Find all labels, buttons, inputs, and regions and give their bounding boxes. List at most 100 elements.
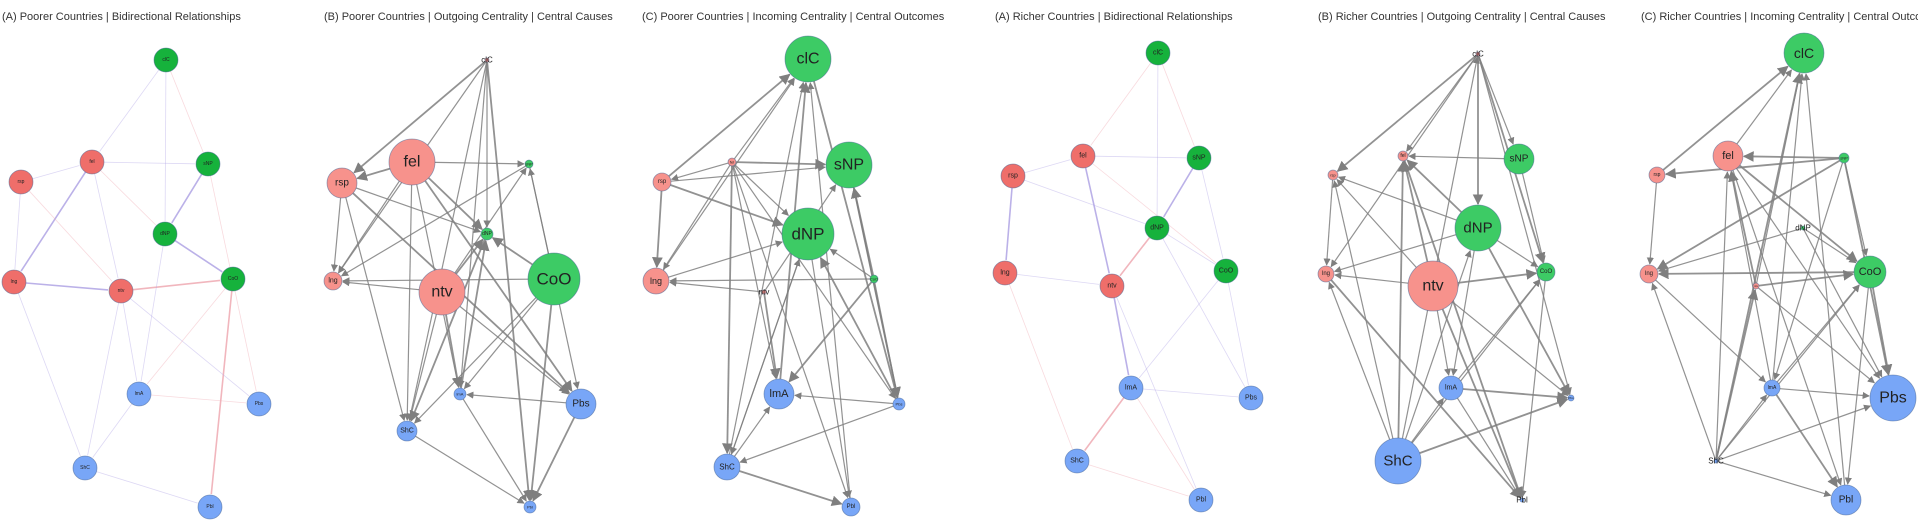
node-label-Pbs: Pbs: [896, 402, 903, 407]
edge-fel-dNP: [734, 164, 789, 216]
edge-ntv-lmA: [122, 302, 138, 382]
node-label-Pbs: Pbs: [1568, 396, 1574, 400]
node-CoO: [1853, 255, 1887, 289]
node-label-lng: lng: [1645, 271, 1653, 277]
node-lmA: [1763, 379, 1781, 397]
nodes: clC fel sNP rsp dNP lng ntv CoO lmA Pbs ShC Pbl: [1, 47, 272, 520]
node-lng: [1639, 264, 1659, 284]
node-Pbs: [1238, 385, 1264, 411]
node-label-rsp: rsp: [1654, 172, 1661, 178]
edge-ntv-CoO: [1457, 269, 1538, 284]
node-fel: [1712, 140, 1744, 172]
node-Pbs: [892, 397, 906, 411]
edge-ntv-Pbl: [1116, 296, 1197, 489]
node-fel: [388, 138, 436, 186]
edges: [14, 69, 257, 504]
edge-rsp-lng: [652, 190, 663, 269]
node-label-CoO: CoO: [1219, 268, 1234, 275]
node-Pbl: [197, 494, 223, 520]
edge-rsp-lng: [1646, 182, 1657, 265]
node-rsp: [326, 167, 358, 199]
edge-Pbs-lmA: [794, 392, 894, 405]
edge-ntv-lmA: [763, 293, 781, 380]
node-dNP: [1454, 204, 1502, 252]
edge-lmA-ShC: [92, 403, 133, 458]
node-fel: [727, 157, 737, 167]
node-lng: [1, 269, 27, 295]
node-label-sNP: sNP: [525, 162, 533, 167]
node-label-fel: fel: [1722, 150, 1734, 162]
node-sNP: [1838, 152, 1850, 164]
panel-5: (B) Richer Countries | Outgoing Centrali…: [1317, 11, 1606, 505]
node-clC: [484, 57, 490, 63]
edge-ntv-lmA: [1436, 310, 1452, 376]
node-label-rsp: rsp: [18, 179, 25, 185]
edge-CoO-lng: [1657, 268, 1855, 280]
node-clC: [1145, 40, 1171, 66]
node-label-ShC: ShC: [1708, 457, 1724, 466]
node-label-dNP: dNP: [482, 231, 492, 237]
node-label-lmA: lmA: [770, 388, 790, 400]
node-Pbl: [1830, 484, 1862, 516]
edge-lng-ntv: [25, 282, 109, 291]
edge-ntv-Pbs: [130, 298, 250, 397]
edges: [652, 73, 901, 507]
edge-ShC-Pbl: [1717, 461, 1832, 497]
edge-rsp-lng: [330, 197, 342, 272]
node-dNP: [152, 221, 178, 247]
edge-fel-clC: [1736, 69, 1792, 145]
edge-ntv-sNP: [454, 167, 527, 274]
node-lmA: [453, 387, 467, 401]
edge-dNP-Pbs: [1488, 247, 1570, 396]
edge-lmA-ShC: [1084, 397, 1125, 451]
edge-sNP-rsp: [1664, 157, 1840, 179]
edge-ShC-rsp: [1332, 180, 1394, 439]
node-label-clC: clC: [1794, 45, 1814, 61]
node-clC: [1783, 32, 1825, 74]
edge-rsp-dNP: [356, 187, 482, 233]
node-label-fel: fel: [89, 159, 94, 165]
edge-ntv-ShC: [87, 302, 119, 456]
edge-rsp-sNP: [670, 164, 826, 182]
edge-lng-ntv: [1016, 274, 1100, 285]
node-lng: [323, 271, 343, 291]
edge-ntv-CoO: [132, 279, 221, 291]
node-label-clC: clC: [796, 51, 819, 68]
edge-clC-Pbl: [486, 61, 534, 502]
node-ntv: [1099, 273, 1125, 299]
node-rsp: [8, 169, 34, 195]
edges: [1646, 65, 1893, 497]
edge-rsp-fel: [1024, 159, 1071, 174]
edge-CoO-lng: [669, 277, 871, 285]
edge-ShC-lng: [1328, 281, 1391, 440]
edge-ShC-Pbl: [415, 435, 525, 504]
edge-fel-ntv: [1084, 167, 1110, 274]
edge-dNP-CoO: [174, 239, 223, 273]
edge-ShC-fel: [1715, 171, 1731, 460]
edge-ntv-Pbs: [1757, 287, 1875, 384]
edge-lmA-dNP: [460, 239, 490, 389]
edge-fel-dNP: [427, 177, 483, 230]
node-rsp: [1327, 169, 1339, 181]
node-sNP: [1186, 145, 1212, 171]
edge-clC-dNP: [1156, 64, 1159, 216]
node-label-rsp: rsp: [335, 178, 349, 189]
node-label-lng: lng: [650, 276, 662, 286]
edge-Pbs-ShC: [739, 405, 894, 464]
node-label-lng: lng: [328, 278, 337, 285]
edge-Pbs-lmA: [466, 391, 567, 404]
edge-clC-sNP: [1162, 64, 1195, 147]
edge-sNP-lng: [340, 165, 526, 277]
edge-fel-ShC: [403, 184, 413, 421]
edge-dNP-CoO: [1166, 233, 1216, 265]
edge-sNP-fel: [1742, 151, 1840, 162]
edge-fel-ShC: [721, 165, 733, 455]
edge-CoO-ShC: [414, 297, 537, 424]
edge-dNP-rsp: [1337, 175, 1457, 221]
edge-CoO-Pbs: [874, 282, 900, 398]
node-Pbl: [523, 500, 537, 514]
node-lmA: [763, 378, 795, 410]
edge-ShC-lmA: [1411, 397, 1444, 443]
node-label-ntv: ntv: [1754, 284, 1759, 288]
edge-CoO-Pbl: [210, 290, 233, 495]
